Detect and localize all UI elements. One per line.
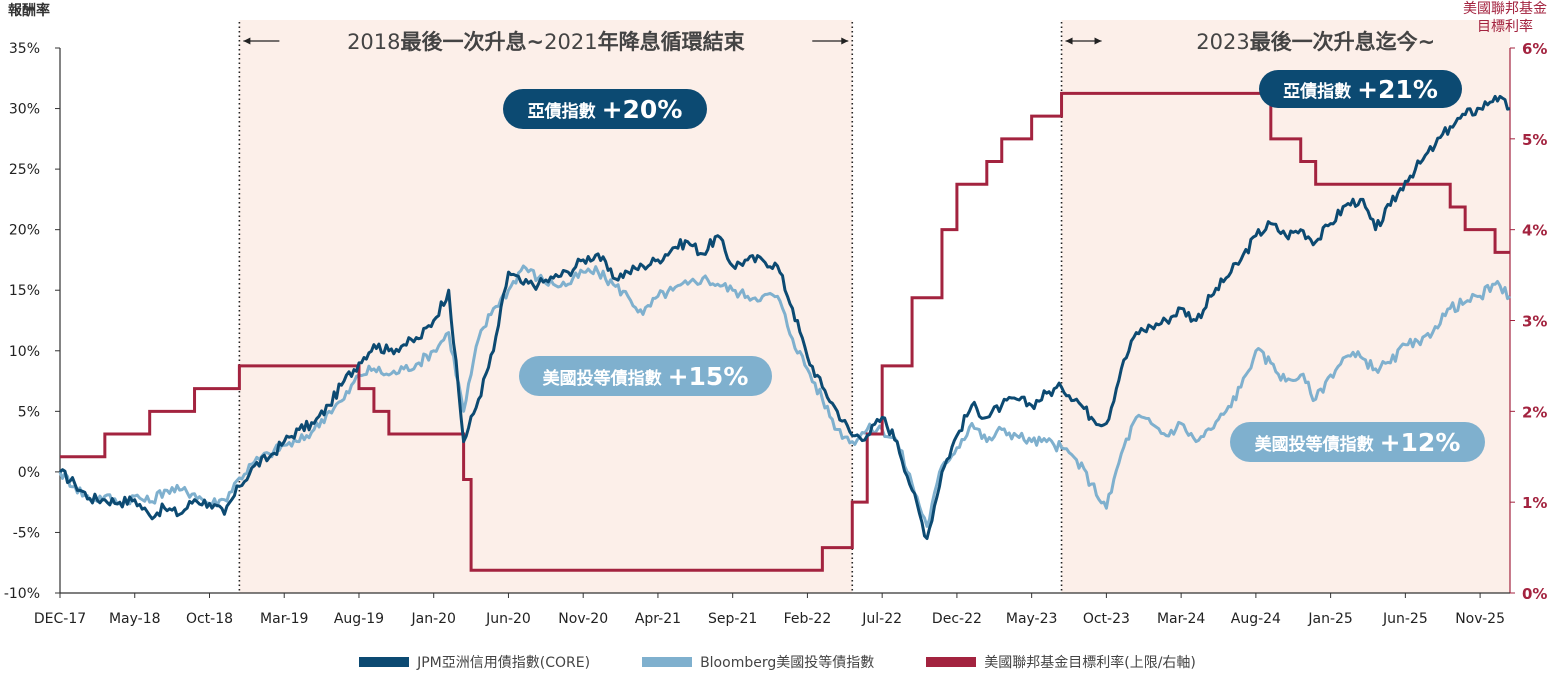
series-us-ig-line [58, 264, 1512, 528]
right-tick-label: 0% [1522, 585, 1547, 603]
period-labels: 2018最後一次升息~2021年降息循環結束 2023最後一次升息迄今~ [243, 30, 1435, 54]
right-axis-title-line2: 目標利率 [1477, 18, 1533, 35]
x-tick-label: Nov-20 [558, 611, 608, 627]
period-2-shade [1061, 20, 1510, 593]
x-tick-label: Dec-22 [932, 611, 982, 627]
legend-swatch-us [642, 657, 693, 667]
left-tick-label: -5% [13, 525, 40, 541]
period-1-label-part: 最後一次升息~ [401, 30, 545, 54]
x-tick-label: Jun-20 [485, 611, 531, 627]
period-2-arrow-right-head [1094, 37, 1102, 45]
legend-label-us: Bloomberg美國投等債指數 [700, 655, 875, 671]
x-tick-label: Mar-24 [1157, 611, 1205, 627]
period-1-label-part: 2018 [347, 30, 400, 54]
legend-label-asia: JPM亞洲信用債指數(CORE) [417, 655, 591, 671]
callout-us-1-value: +15% [667, 361, 749, 391]
legend-label-fed: 美國聯邦基金目標利率(上限/右軸) [984, 655, 1196, 671]
legend: JPM亞洲信用債指數(CORE) Bloomberg美國投等債指數 美國聯邦基金… [0, 652, 1555, 672]
x-tick-label: Aug-19 [334, 611, 384, 627]
callout-us-2-value: +12% [1379, 427, 1461, 457]
right-tick-label: 1% [1522, 494, 1547, 512]
period-1-arrow-left-head [243, 37, 251, 45]
right-tick-label: 2% [1522, 403, 1547, 421]
right-tick-label: 6% [1522, 40, 1547, 58]
x-tick-label: May-23 [1006, 611, 1058, 627]
x-tick-label: Mar-19 [260, 611, 308, 627]
left-axis-title: 報酬率 [8, 2, 50, 19]
left-tick-label: 30% [9, 102, 40, 118]
x-tick-label: Jan-25 [1307, 611, 1352, 627]
x-tick-label: Jun-25 [1382, 611, 1428, 627]
x-tick-label: Jul-22 [861, 611, 902, 627]
period-2-label-part: 最後一次升息迄今~ [1250, 30, 1436, 54]
period-1-label-part: 年降息循環結束 [598, 30, 746, 54]
right-tick-label: 4% [1522, 222, 1547, 240]
callout-us-1: 美國投等債指數 +15% [519, 356, 772, 396]
callout-asia-2-value: +21% [1357, 74, 1438, 104]
x-tick-label: Jan-20 [410, 611, 455, 627]
period-1-label: 2018最後一次升息~2021年降息循環結束 [347, 30, 746, 54]
x-tick-label: Oct-23 [1083, 611, 1130, 627]
left-tick-label: 35% [9, 41, 40, 57]
callout-us-2: 美國投等債指數 +12% [1230, 422, 1485, 462]
series-asia-credit-line [59, 94, 1511, 540]
series-fed-rate-line [60, 91, 1510, 572]
left-tick-label: -10% [4, 586, 40, 602]
left-tick-label: 15% [9, 283, 40, 299]
period-2-label: 2023最後一次升息迄今~ [1196, 30, 1435, 54]
left-tick-label: 5% [18, 404, 40, 420]
period-2-arrow-left-head [1065, 37, 1073, 45]
right-axis-title-line1: 美國聯邦基金 [1463, 0, 1547, 17]
x-tick-label: Oct-18 [186, 611, 233, 627]
callout-asia-1: 亞債指數 +20% [503, 89, 707, 129]
legend-swatch-fed [926, 657, 977, 667]
x-tick-label: Sep-21 [708, 611, 757, 627]
callout-asia-2-name: 亞債指數 [1283, 81, 1352, 102]
period-2-label-part: 2023 [1196, 30, 1249, 54]
x-tick-label: Feb-22 [784, 611, 832, 627]
period-1-label-part: 2021 [544, 30, 597, 54]
x-tick-label: Apr-21 [635, 611, 681, 627]
callout-asia-1-value: +20% [601, 94, 683, 124]
legend-item-us: Bloomberg美國投等債指數 [642, 652, 874, 672]
left-tick-label: 0% [18, 465, 40, 481]
x-tick-label: Nov-25 [1455, 611, 1505, 627]
callout-asia-2: 亞債指數 +21% [1259, 70, 1462, 108]
left-tick-label: 25% [9, 162, 40, 178]
series-lines [58, 91, 1512, 572]
callout-us-2-name: 美國投等債指數 [1254, 434, 1374, 455]
period-1-arrow-right-head [841, 37, 849, 45]
right-tick-label: 5% [1522, 131, 1547, 149]
left-tick-label: 10% [9, 344, 40, 360]
callout-us-1-name: 美國投等債指數 [542, 368, 662, 389]
legend-swatch-asia [359, 657, 410, 667]
x-tick-label: Aug-24 [1231, 611, 1281, 627]
callout-asia-1-name: 亞債指數 [527, 101, 596, 122]
legend-item-asia: JPM亞洲信用債指數(CORE) [359, 652, 590, 672]
legend-item-fed: 美國聯邦基金目標利率(上限/右軸) [926, 652, 1196, 672]
x-tick-label: May-18 [109, 611, 161, 627]
x-tick-label: DEC-17 [34, 611, 86, 627]
right-tick-label: 3% [1522, 313, 1547, 331]
left-tick-label: 20% [9, 223, 40, 239]
axes: 報酬率 35% 30% 25% 20% 15% 10% 5% 0% -5% -10% 美國聯邦基金目標… [4, 0, 1548, 627]
